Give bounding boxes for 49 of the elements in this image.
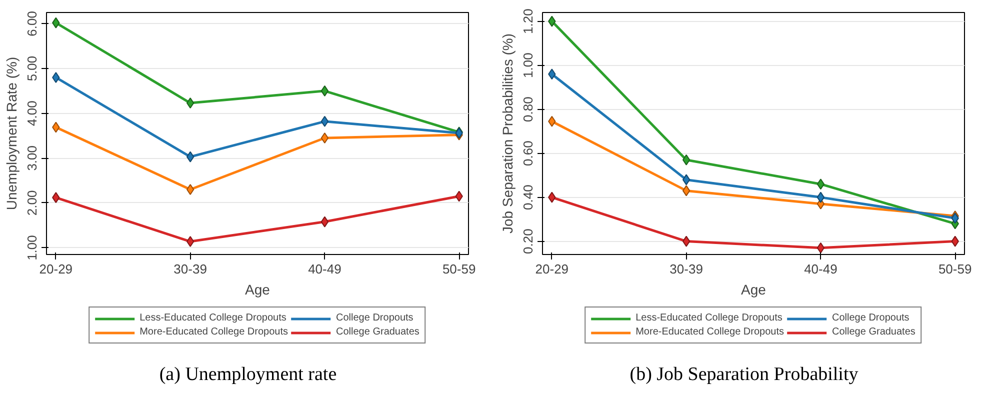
y-axis-title: Unemployment Rate (%) bbox=[4, 56, 20, 210]
point bbox=[186, 151, 194, 162]
point bbox=[682, 174, 690, 186]
y-tick-label: 1.20 bbox=[520, 8, 536, 34]
x-axis-title: Age bbox=[741, 282, 766, 298]
point bbox=[816, 178, 825, 190]
legend-label: More-Educated College Dropouts bbox=[636, 326, 784, 338]
x-tick-label: 20-29 bbox=[39, 262, 73, 276]
point bbox=[320, 132, 329, 144]
y-tick-label: 2.00 bbox=[24, 190, 40, 216]
x-tick-label: 40-49 bbox=[308, 262, 342, 276]
x-tick-label: 30-39 bbox=[670, 262, 703, 276]
x-tick-label: 50-59 bbox=[442, 262, 476, 276]
point bbox=[682, 185, 690, 196]
point bbox=[682, 236, 690, 247]
text: (b) Job Separation Probability bbox=[630, 363, 858, 387]
legend-label: Less-Educated College Dropouts bbox=[140, 312, 286, 324]
x-tick-label: 30-39 bbox=[174, 262, 207, 276]
legend-label: College Graduates bbox=[336, 326, 420, 338]
x-tick-label: 20-29 bbox=[535, 262, 569, 276]
point bbox=[186, 236, 194, 248]
y-tick-label: 3.00 bbox=[24, 145, 40, 171]
y-axis-title: Job Separation Probabilities (%) bbox=[500, 33, 516, 234]
y-tick-label: 0.60 bbox=[520, 140, 536, 166]
point bbox=[320, 116, 329, 127]
point bbox=[682, 154, 690, 166]
x-tick-label: 40-49 bbox=[804, 262, 838, 276]
legend-label: College Graduates bbox=[832, 326, 916, 338]
y-tick-label: 6.00 bbox=[24, 11, 40, 36]
point bbox=[186, 98, 194, 109]
legend-label: More-Educated College Dropouts bbox=[140, 326, 288, 338]
point bbox=[816, 192, 825, 203]
legend-label: College Dropouts bbox=[832, 312, 910, 324]
point bbox=[320, 216, 329, 228]
y-tick-label: 0.20 bbox=[520, 228, 536, 254]
y-tick-label: 1.00 bbox=[520, 52, 536, 78]
y-tick-label: 0.40 bbox=[520, 184, 536, 210]
point bbox=[320, 85, 329, 96]
point bbox=[186, 184, 194, 196]
y-tick-label: 1.00 bbox=[24, 235, 40, 260]
legend-label: Less-Educated College Dropouts bbox=[636, 312, 782, 324]
y-tick-label: 5.00 bbox=[24, 56, 40, 82]
y-tick-label: 0.80 bbox=[520, 96, 536, 122]
text: (a) Unemployment rate bbox=[159, 363, 337, 387]
x-axis-title: Age bbox=[245, 282, 270, 298]
x-tick-label: 50-59 bbox=[938, 262, 972, 276]
legend-label: College Dropouts bbox=[336, 312, 414, 324]
point bbox=[816, 242, 825, 254]
y-tick-label: 4.00 bbox=[24, 100, 40, 126]
